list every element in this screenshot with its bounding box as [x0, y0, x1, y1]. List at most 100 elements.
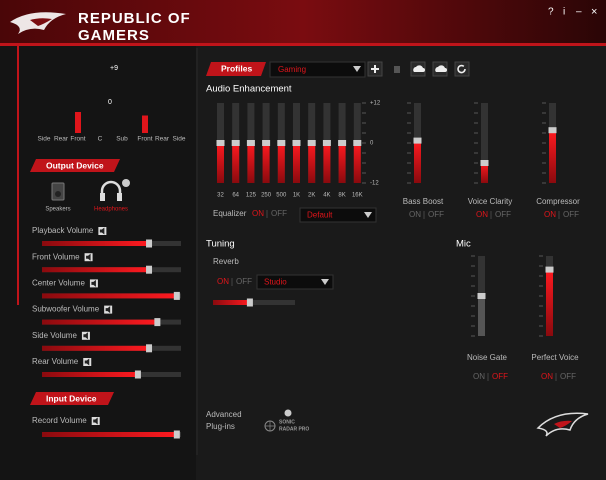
mute-icon [83, 332, 88, 340]
slider-label: Playback Volume [32, 226, 94, 235]
dropdown-arrow [364, 212, 372, 218]
effect-knob[interactable] [477, 293, 486, 299]
device-label[interactable]: Headphones [94, 207, 128, 213]
toggle-off[interactable]: OFF [563, 210, 579, 219]
close-button[interactable]: × [591, 6, 597, 18]
mute-icon [93, 417, 98, 425]
effect-knob[interactable] [480, 160, 489, 166]
toggle-off[interactable]: OFF [492, 372, 508, 381]
eq-knob[interactable] [292, 140, 301, 146]
preset-dropdown[interactable] [299, 207, 377, 223]
toggle-on[interactable]: ON [473, 372, 485, 381]
effect-fill [414, 140, 421, 183]
plugins-title: Plug-ins [206, 422, 235, 431]
slider-fill [42, 319, 158, 325]
effect-knob[interactable] [413, 137, 422, 144]
eq-fill [293, 143, 300, 183]
toggle-off[interactable]: OFF [236, 277, 252, 286]
toggle-on[interactable]: ON [544, 210, 556, 219]
eq-fill [232, 143, 240, 183]
eq-knob[interactable] [322, 140, 331, 146]
section-title: Profiles [221, 63, 252, 73]
channel-meter [142, 115, 148, 133]
section-title: Input Device [46, 393, 97, 403]
banner [30, 392, 114, 405]
section-title: Audio Enhancement [206, 84, 292, 95]
eq-knob[interactable] [216, 140, 225, 146]
profile-dropdown[interactable] [269, 61, 366, 78]
slider-fill [42, 345, 150, 351]
eq-fill [338, 143, 346, 183]
minimize-button[interactable]: – [576, 7, 582, 18]
device-label[interactable]: Speakers [45, 207, 70, 213]
slider-fill [42, 432, 177, 437]
preset-dropdown[interactable] [256, 274, 334, 290]
eq-fill [247, 143, 255, 183]
slider-fill [42, 267, 150, 273]
header-line [0, 43, 606, 46]
slider-fill [42, 241, 150, 246]
toggle-on[interactable]: ON [217, 277, 229, 286]
eq-band-label: 250 [261, 193, 272, 199]
add-icon [371, 65, 379, 73]
eq-knob[interactable] [262, 140, 271, 146]
slider-knob[interactable] [246, 298, 253, 307]
banner [206, 62, 266, 76]
effect-knob[interactable] [548, 127, 557, 134]
title: REPUBLIC OF [78, 10, 191, 27]
eq-band-label: 8K [338, 193, 345, 199]
effect-track[interactable] [481, 103, 488, 183]
toggle-off[interactable]: OFF [560, 372, 576, 381]
section-title: Output Device [46, 160, 104, 170]
section-title: Tuning [206, 239, 235, 250]
toggle-off[interactable]: OFF [428, 210, 444, 219]
reset-icon [457, 64, 466, 74]
mute-icon [91, 279, 96, 287]
eq-band-label: 125 [246, 193, 257, 199]
preset-selected: Default [307, 211, 333, 220]
slider-track[interactable] [213, 300, 295, 305]
slider-knob[interactable] [146, 344, 153, 353]
eq-fill [323, 143, 331, 183]
channel-label: Side [172, 136, 185, 143]
slider-knob[interactable] [173, 291, 180, 300]
side-accent [17, 45, 19, 305]
speaker-cone [55, 191, 61, 197]
toggle-on[interactable]: ON [476, 210, 488, 219]
slider-knob[interactable] [173, 430, 180, 439]
slider-knob[interactable] [146, 239, 153, 248]
toggle-on[interactable]: ON [252, 209, 264, 218]
toggle-off[interactable]: OFF [495, 210, 511, 219]
eq-band-label: 500 [276, 193, 287, 199]
effect-fill [549, 130, 556, 183]
check-badge [284, 409, 292, 417]
eq-knob[interactable] [307, 140, 316, 146]
eq-knob[interactable] [246, 140, 255, 146]
eq-knob[interactable] [338, 140, 347, 146]
eq-knob[interactable] [353, 140, 362, 146]
effect-knob[interactable] [545, 266, 554, 273]
toggle-on[interactable]: ON [541, 372, 553, 381]
eq-knob[interactable] [231, 140, 240, 146]
eq-knob[interactable] [277, 140, 286, 146]
radar-cross [265, 421, 275, 431]
channel-label: Side [37, 136, 50, 143]
toggle-on[interactable]: ON [409, 210, 421, 219]
headphones-icon[interactable] [100, 180, 122, 197]
slider-knob[interactable] [154, 318, 161, 327]
eq-fill [308, 143, 316, 183]
delete-icon [394, 66, 400, 73]
slider-knob[interactable] [146, 265, 153, 274]
eq-fill [277, 143, 285, 183]
channel-label: Rear [54, 136, 69, 143]
info-button[interactable]: i [563, 7, 565, 18]
eq-scale-label: 0 [370, 141, 374, 147]
effect-name: Bass Boost [403, 197, 444, 206]
reset-button[interactable] [454, 61, 470, 77]
help-button[interactable]: ? [548, 7, 554, 18]
channel-label: Front [70, 136, 85, 143]
effect-name: Voice Clarity [468, 197, 512, 206]
toggle-off[interactable]: OFF [271, 209, 287, 218]
slider-knob[interactable] [134, 370, 141, 379]
left-panel [0, 45, 196, 480]
